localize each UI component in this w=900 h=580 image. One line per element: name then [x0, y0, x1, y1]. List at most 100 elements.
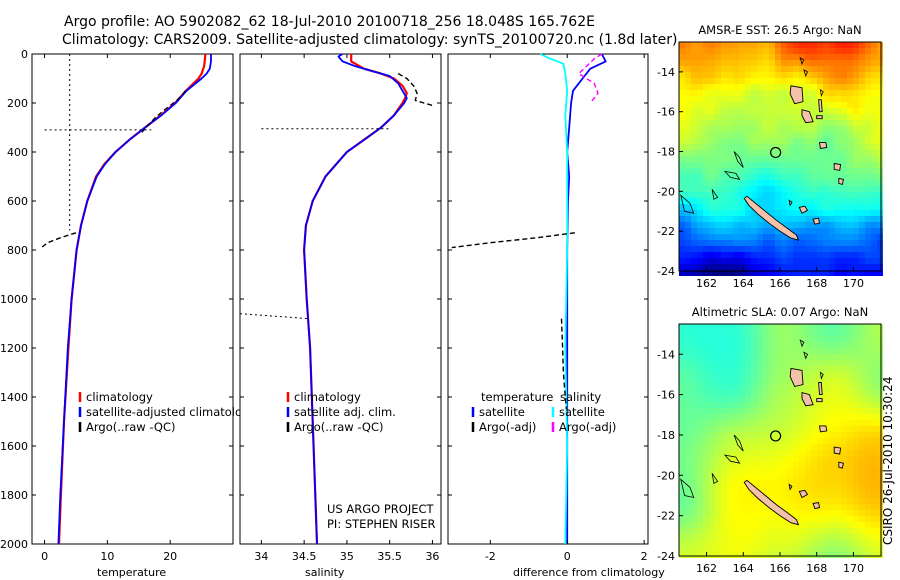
sla_map-cell — [739, 528, 745, 534]
sla_map-cell — [733, 342, 739, 348]
sla_map-cell — [727, 462, 733, 468]
sst_map-cell — [853, 114, 859, 120]
sla_map-cell — [829, 522, 835, 528]
sst_map-cell — [841, 60, 847, 66]
sst_map-cell — [823, 228, 829, 234]
sst_map-cell — [859, 102, 865, 108]
sla_map-cell — [769, 510, 775, 516]
sla_map-argo-position-marker — [770, 430, 782, 442]
sla_map-cell — [793, 354, 799, 360]
sst_map-cell — [817, 258, 823, 264]
sla_map-cell — [799, 444, 805, 450]
sst_map-cell — [775, 234, 781, 240]
sla_map-cell — [829, 450, 835, 456]
sst_map-cell — [769, 150, 775, 156]
sst_map-cell — [793, 216, 799, 222]
sla_map-cell — [727, 552, 733, 558]
sst_map-cell — [775, 66, 781, 72]
sla_map-cell — [745, 360, 751, 366]
sla_map-reef-0 — [733, 434, 744, 452]
difference-plot-frame — [447, 53, 649, 545]
sla_map-cell — [775, 486, 781, 492]
sla_map-cell — [781, 330, 787, 336]
sla_map-cell — [757, 348, 763, 354]
sst_map-cell — [691, 240, 697, 246]
sst_map-cell — [685, 54, 691, 60]
sla_map-cell — [679, 330, 685, 336]
sst_map-cell — [751, 258, 757, 264]
sla_map-cell — [805, 432, 811, 438]
sst_map-cell — [703, 84, 709, 90]
sst_map-cell — [745, 120, 751, 126]
sla_map-cell — [727, 378, 733, 384]
sst_map-cell — [793, 54, 799, 60]
temperature-xlabel: temperature — [97, 566, 166, 579]
sst_map-cell — [841, 42, 847, 48]
sst_map-cell — [823, 84, 829, 90]
sst_map-cell — [799, 132, 805, 138]
sst_map-cell — [793, 150, 799, 156]
sla_map-cell — [685, 414, 691, 420]
sst_map-cell — [835, 264, 841, 270]
sst_map-island-grandeterre — [743, 195, 800, 241]
sla_map-cell — [733, 450, 739, 456]
sst_map-cell — [799, 234, 805, 240]
sla_map-cell — [679, 462, 685, 468]
sla_map-cell — [685, 474, 691, 480]
sla_map-cell — [709, 366, 715, 372]
sla_map-cell — [793, 534, 799, 540]
sst_map-cell — [745, 222, 751, 228]
sla_map-island-tanna — [838, 461, 844, 469]
sst_map-cell — [721, 114, 727, 120]
sst_map-cell — [877, 126, 883, 132]
sst_map-cell — [751, 108, 757, 114]
sst_map-reef-1 — [723, 170, 741, 180]
sst_map-cell — [871, 42, 877, 48]
sst_map-cell — [841, 210, 847, 216]
sla_map-cell — [757, 552, 763, 558]
sst_map-cell — [823, 270, 829, 276]
sst_map-cell — [841, 126, 847, 132]
sla_map-cell — [751, 378, 757, 384]
sla_map-cell — [703, 546, 709, 552]
sla_map-cell — [775, 330, 781, 336]
sst_map-cell — [727, 204, 733, 210]
sla_map-cell — [865, 396, 871, 402]
sst_map-cell — [769, 198, 775, 204]
sla_map-cell — [739, 402, 745, 408]
sst_map-cell — [829, 180, 835, 186]
sla_map-cell — [865, 462, 871, 468]
sst_map-reef-6 — [819, 88, 824, 98]
sst_map-cell — [769, 252, 775, 258]
sst_map-cell — [703, 114, 709, 120]
sst_map-cell — [871, 186, 877, 192]
sla_map-cell — [847, 552, 853, 558]
sst_map-cell — [721, 54, 727, 60]
sla_map-cell — [709, 468, 715, 474]
sst_map-cell — [811, 150, 817, 156]
sla_map-cell — [721, 480, 727, 486]
sst_map-cell — [835, 114, 841, 120]
sla_map-cell — [775, 420, 781, 426]
sst_map-cell — [793, 132, 799, 138]
sst_map-cell — [769, 228, 775, 234]
sla_map-cell — [787, 402, 793, 408]
sla_map-cell — [679, 408, 685, 414]
sla_map-cell — [685, 432, 691, 438]
sla_map-cell — [715, 432, 721, 438]
sst_map-cell — [805, 132, 811, 138]
sst_map-cell — [769, 138, 775, 144]
sla_map-cell — [751, 516, 757, 522]
sla_map-cell — [757, 384, 763, 390]
sst_map-cell — [769, 258, 775, 264]
sst_map-cell — [811, 42, 817, 48]
sst_map-cell — [751, 126, 757, 132]
sla_map-cell — [691, 324, 697, 330]
sla_map-cell — [823, 492, 829, 498]
sst_map-cell — [841, 162, 847, 168]
sst_map-cell — [691, 264, 697, 270]
sst_map-island-mare — [812, 217, 821, 225]
sst_map-cell — [679, 156, 685, 162]
sst_map-cell — [679, 192, 685, 198]
sst_map-cell — [811, 48, 817, 54]
